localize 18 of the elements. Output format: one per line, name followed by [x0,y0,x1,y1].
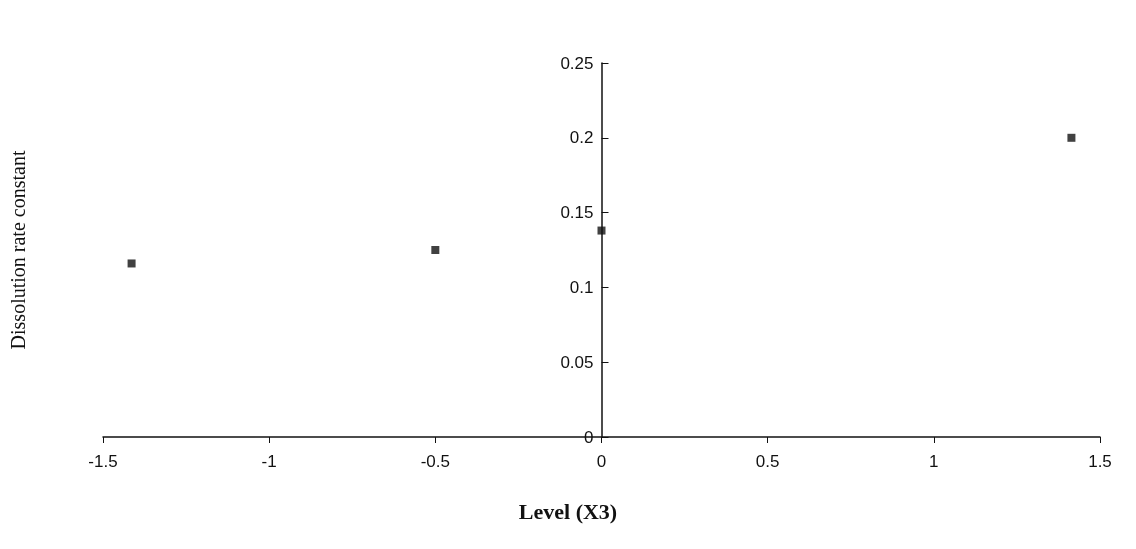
x-tick-label: 1.5 [1088,452,1112,471]
point [127,259,136,268]
point [431,246,440,254]
x-tick-label: -1.5 [88,452,118,471]
y-axis-title: Dissolution rate constant [7,150,29,350]
x-tick-label: -0.5 [420,452,450,471]
y-tick-label: 0.05 [560,352,594,372]
x-tick-label: 0 [596,452,607,471]
x-tick-label: -1 [261,452,277,471]
y-tick-label: 0.15 [560,203,594,223]
x-tick-label: 0.5 [755,452,780,471]
y-tick-label: 0.2 [569,128,594,148]
point [597,226,606,235]
x-axis-title: Level (X3) [518,498,618,524]
x-tick-label: 1 [929,452,939,471]
y-tick-label: 0.25 [560,53,594,73]
point [1067,133,1076,142]
y-tick-label: 0.1 [569,277,594,297]
